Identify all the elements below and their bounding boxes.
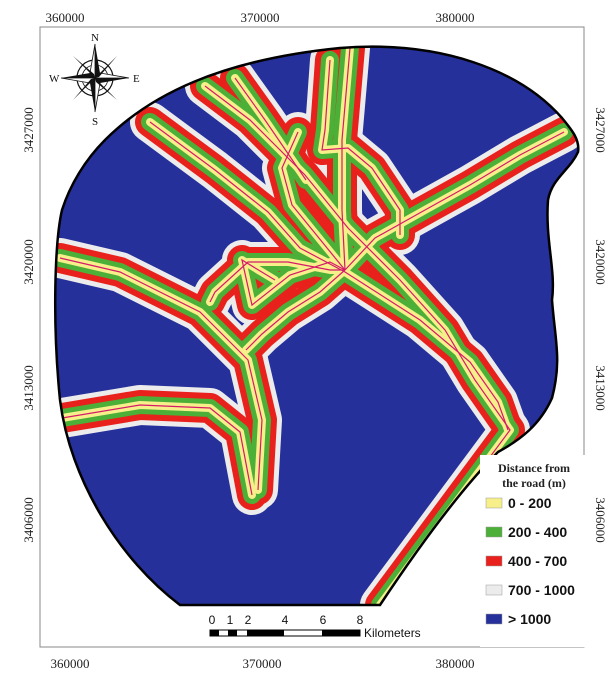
legend-swatch-3: [485, 584, 503, 596]
scale-tick-2: 2: [245, 613, 252, 627]
y-tick-left-1: 3427000: [21, 107, 36, 153]
road-line-4: [149, 121, 509, 431]
legend-swatch-4: [485, 613, 503, 625]
scale-tick-1: 1: [227, 613, 234, 627]
x-tick-top-1: 360000: [46, 10, 85, 25]
x-tick-bottom-3: 380000: [436, 656, 475, 671]
road-line-8: [344, 131, 565, 271]
road-line-9: [209, 261, 345, 303]
legend-swatch-0: [485, 497, 503, 509]
road-line-3: [204, 85, 511, 606]
legend-title-line2: the road (m): [502, 476, 566, 490]
legend-label-0: 0 - 200: [508, 495, 552, 511]
road-line-10: [245, 269, 346, 351]
scale-seg-2: [228, 630, 237, 636]
legend-label-1: 200 - 400: [508, 524, 567, 540]
scale-tick-3: 4: [282, 613, 289, 627]
road-centerlines: [59, 47, 565, 606]
scale-tick-0: 0: [209, 613, 216, 627]
road-line-0: [59, 257, 263, 491]
compass-w: W: [49, 73, 60, 85]
compass-s: S: [92, 116, 98, 128]
legend-label-4: > 1000: [508, 611, 551, 627]
road-line-1: [61, 404, 253, 496]
road-line-6: [234, 77, 307, 181]
scale-tick-5: 8: [357, 613, 364, 627]
y-tick-left-3: 3413000: [21, 365, 36, 411]
scale-seg-3: [247, 630, 284, 636]
x-tick-bottom-1: 360000: [51, 656, 90, 671]
legend-label-2: 400 - 700: [508, 553, 567, 569]
compass-rose-icon: N S E W: [49, 32, 140, 128]
y-tick-right-3: 3413000: [593, 365, 608, 411]
scale-unit: Kilometers: [364, 626, 421, 640]
x-tick-bottom-2: 370000: [243, 656, 282, 671]
y-tick-right-1: 3427000: [593, 107, 608, 153]
compass-e: E: [133, 73, 140, 85]
road-line-5: [281, 131, 346, 271]
road-buffers: [55, 46, 579, 606]
scale-seg-1: [210, 630, 219, 636]
scale-tick-4: 6: [320, 613, 327, 627]
legend-swatch-1: [485, 526, 503, 538]
road-line-7: [321, 59, 401, 235]
y-tick-left-4: 3406000: [21, 497, 36, 543]
study-area: [55, 46, 579, 606]
y-tick-right-4: 3406000: [593, 497, 608, 543]
legend: Distance from the road (m) 0 - 200 200 - …: [480, 455, 588, 647]
y-tick-right-2: 3420000: [593, 239, 608, 285]
x-tick-top-3: 380000: [436, 10, 475, 25]
legend-title-line1: Distance from: [498, 461, 570, 475]
x-tick-top-2: 370000: [241, 10, 280, 25]
y-tick-left-2: 3420000: [21, 239, 36, 285]
legend-swatch-2: [485, 555, 503, 567]
road-line-2: [341, 47, 351, 271]
legend-label-3: 700 - 1000: [508, 582, 575, 598]
road-line-11: [241, 258, 346, 307]
scale-seg-4: [322, 630, 360, 636]
legend-items: 0 - 200 200 - 400 400 - 700 700 - 1000 > 100…: [485, 495, 575, 627]
study-area-boundary: [53, 45, 580, 607]
compass-n: N: [91, 32, 99, 44]
